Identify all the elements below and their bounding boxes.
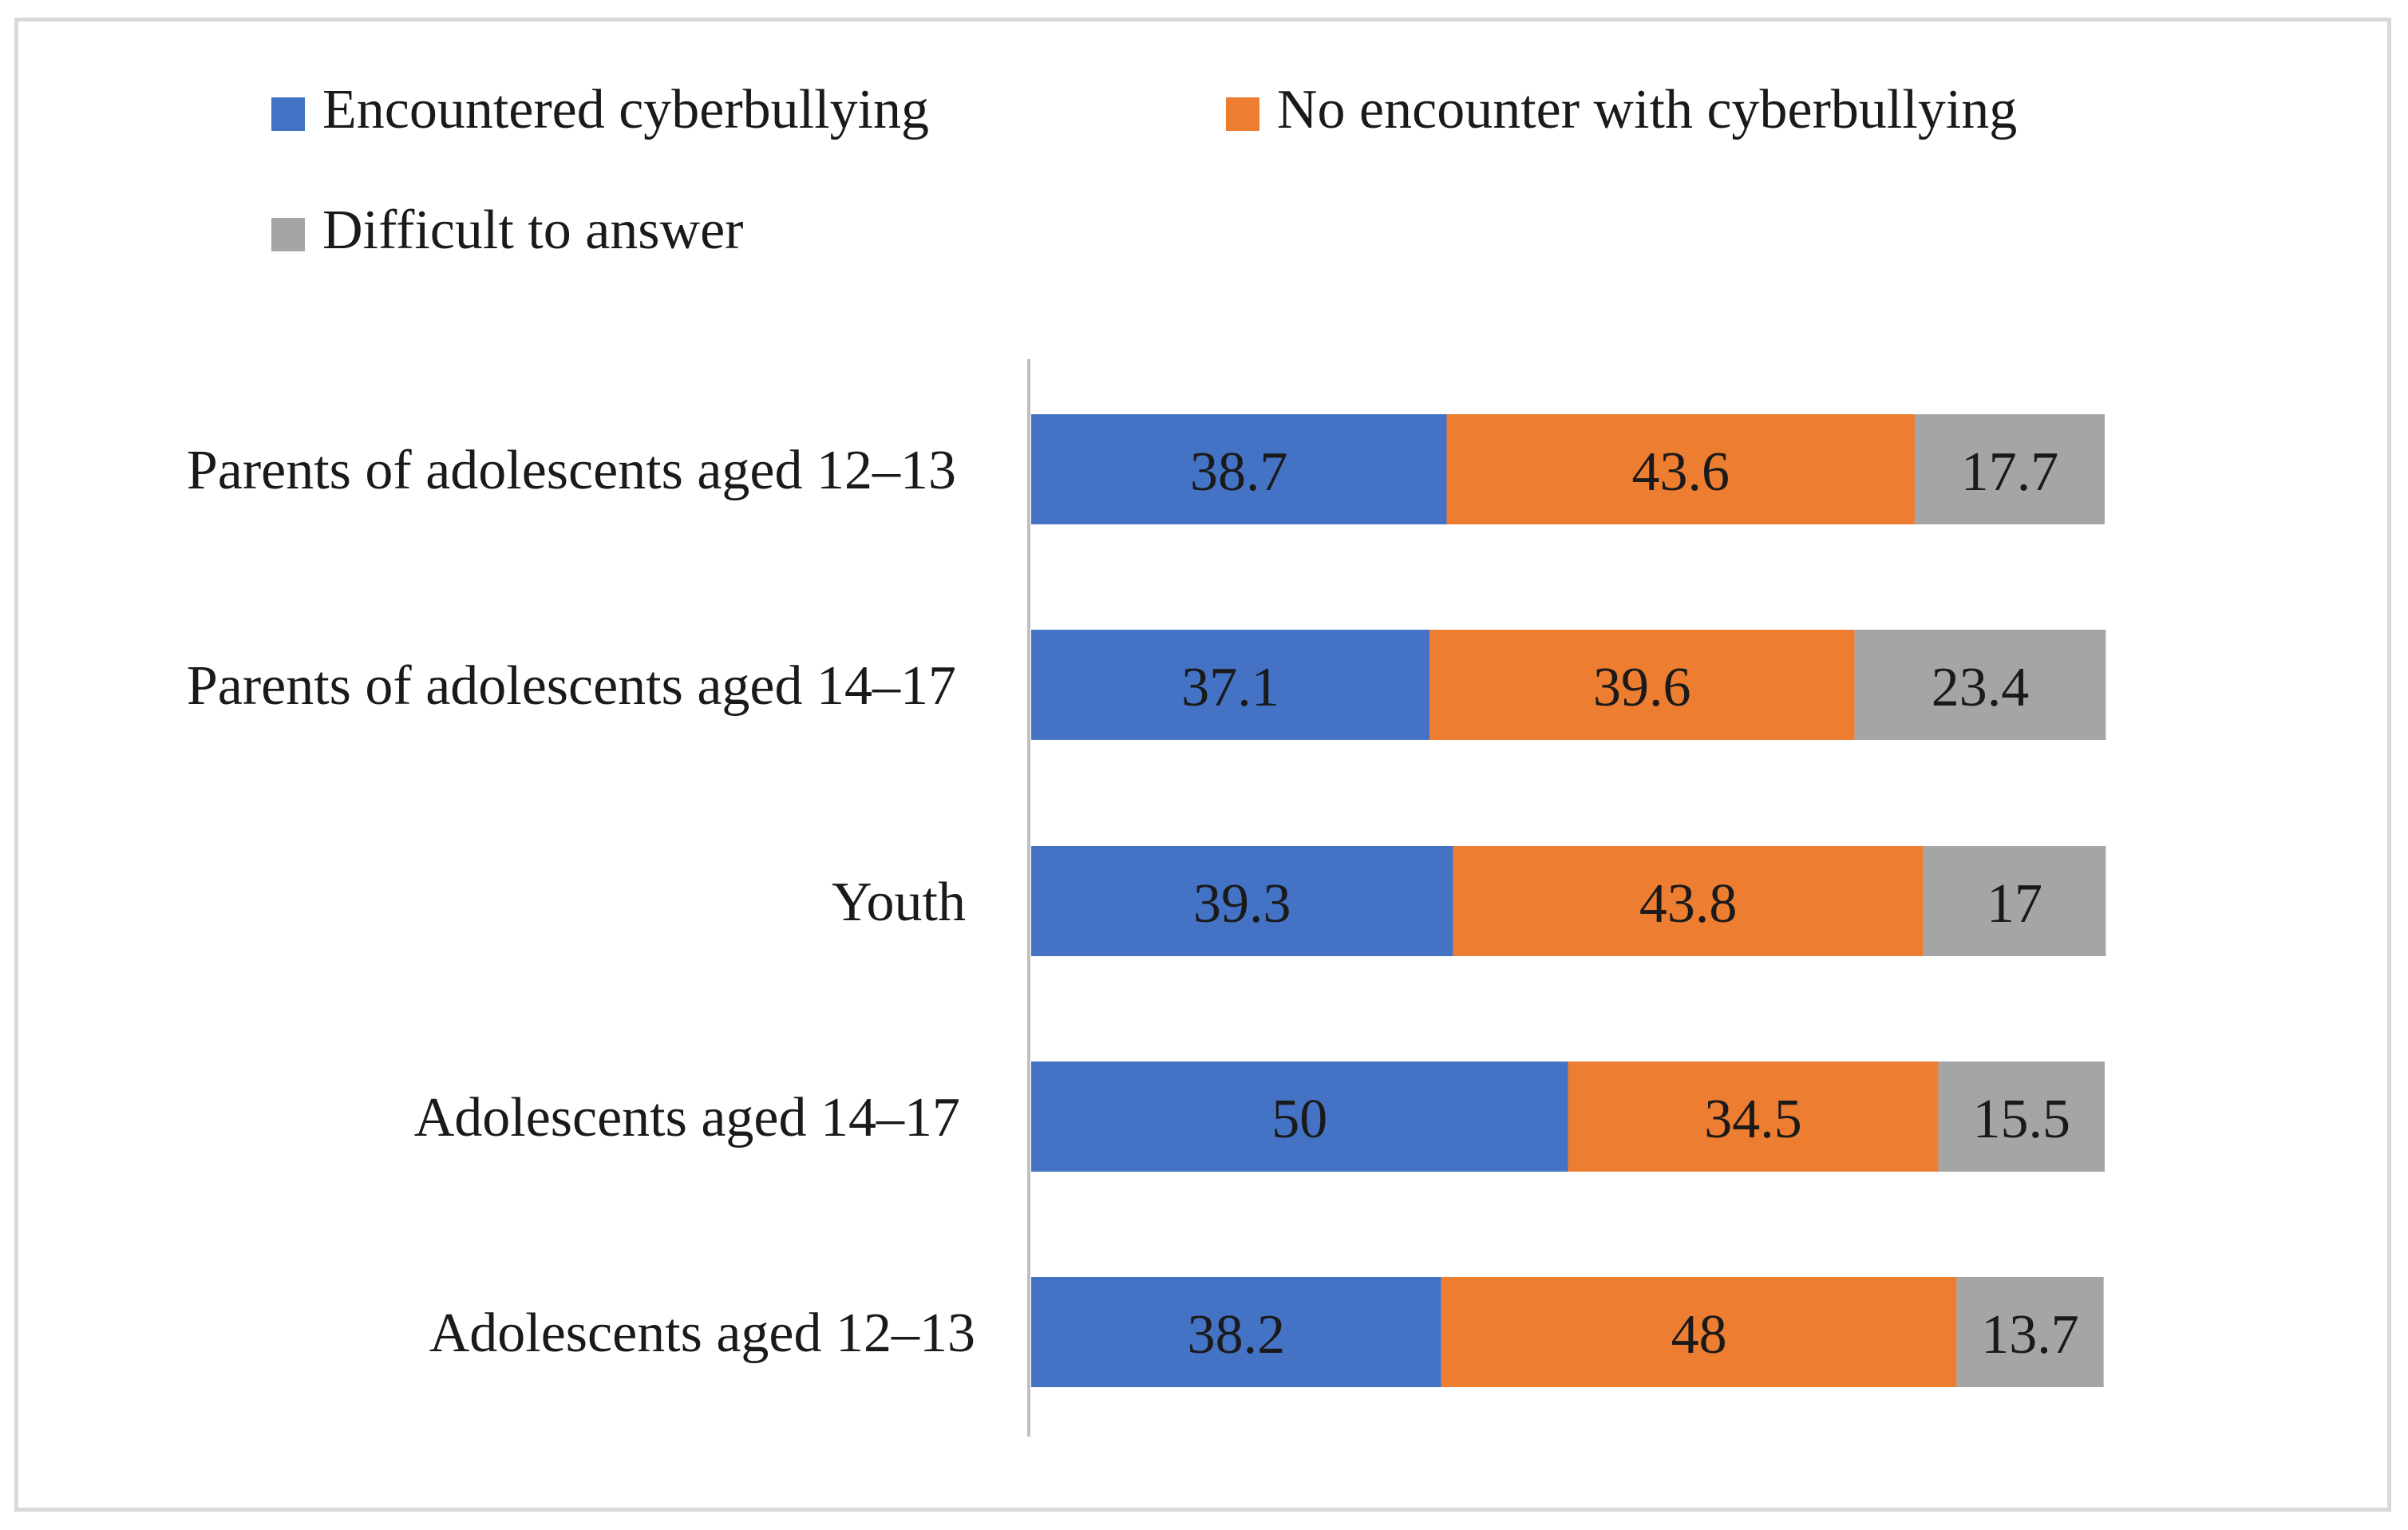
legend-label: Encountered cyberbullying	[322, 79, 929, 140]
bar-row-parents-of-adolescents-aged-12-13: 38.7 43.6 17.7	[1031, 414, 2105, 524]
category-label-parents-of-adolescents-aged-12-13: Parents of adolescents aged 12–13	[187, 440, 956, 501]
bar-segment-encountered-cyberbullying	[1031, 414, 1447, 524]
bar-segment-encountered-cyberbullying	[1031, 846, 1453, 956]
legend-label: Difficult to answer	[322, 200, 743, 261]
data-label: 17.7	[1961, 441, 2059, 503]
data-label: 39.3	[1193, 873, 1291, 935]
category-label-parents-of-adolescents-aged-14-17: Parents of adolescents aged 14–17	[187, 655, 956, 717]
bar-segment-difficult-to-answer	[1938, 1062, 2105, 1172]
bars: 38.7 43.6 17.7 37.1 39.6 23.4 39.3 43.8 17 50 34.5…	[1031, 414, 2106, 1387]
bar-segment-difficult-to-answer	[1923, 846, 2106, 956]
data-label: 13.7	[1981, 1304, 2079, 1366]
data-label: 50	[1271, 1089, 1327, 1150]
bar-segment-no-encounter-with-cyberbullying	[1446, 414, 1915, 524]
bar-segment-encountered-cyberbullying	[1031, 1277, 1441, 1387]
data-label: 15.5	[1973, 1089, 2071, 1150]
legend-item-encountered-cyberbullying: Encountered cyberbullying	[271, 79, 929, 140]
data-label: 34.5	[1704, 1089, 1802, 1150]
bar-segment-difficult-to-answer	[1956, 1277, 2104, 1387]
data-label: 38.7	[1190, 441, 1288, 503]
category-label-adolescents-aged-12-13: Adolescents aged 12–13	[429, 1303, 975, 1364]
legend-item-no-encounter-with-cyberbullying: No encounter with cyberbullying	[1226, 79, 2017, 140]
bar-segment-encountered-cyberbullying	[1031, 1062, 1568, 1172]
bar-row-adolescents-aged-14-17: 50 34.5 15.5	[1031, 1062, 2105, 1172]
bar-segment-no-encounter-with-cyberbullying	[1441, 1277, 1957, 1387]
legend-swatch	[271, 218, 305, 251]
category-label-adolescents-aged-14-17: Adolescents aged 14–17	[414, 1087, 960, 1148]
data-label: 37.1	[1181, 657, 1279, 718]
category-labels: Parents of adolescents aged 12–13 Parents…	[187, 440, 975, 1364]
data-label: 48	[1671, 1304, 1727, 1366]
data-label: 43.8	[1639, 873, 1738, 935]
data-label: 39.6	[1593, 657, 1691, 718]
bar-segment-difficult-to-answer	[1914, 414, 2105, 524]
data-label: 17	[1987, 873, 2042, 935]
bar-segment-no-encounter-with-cyberbullying	[1453, 846, 1924, 956]
bar-row-parents-of-adolescents-aged-14-17: 37.1 39.6 23.4	[1031, 630, 2106, 740]
bar-segment-no-encounter-with-cyberbullying	[1429, 630, 1855, 740]
legend-label: No encounter with cyberbullying	[1277, 79, 2017, 140]
bar-segment-encountered-cyberbullying	[1031, 630, 1429, 740]
data-label: 43.6	[1631, 441, 1730, 503]
legend-swatch	[1226, 97, 1259, 131]
bar-segment-difficult-to-answer	[1854, 630, 2106, 740]
legend-swatch	[271, 97, 305, 131]
bar-segment-no-encounter-with-cyberbullying	[1568, 1062, 1939, 1172]
category-label-youth: Youth	[832, 872, 966, 933]
data-label: 38.2	[1188, 1304, 1286, 1366]
bar-row-youth: 39.3 43.8 17	[1031, 846, 2106, 956]
bar-row-adolescents-aged-12-13: 38.2 48 13.7	[1031, 1277, 2104, 1387]
legend: Encountered cyberbullying No encounter wi…	[271, 79, 2017, 261]
data-label: 23.4	[1932, 657, 2030, 718]
legend-item-difficult-to-answer: Difficult to answer	[271, 200, 743, 261]
chart-frame	[14, 18, 2391, 1512]
